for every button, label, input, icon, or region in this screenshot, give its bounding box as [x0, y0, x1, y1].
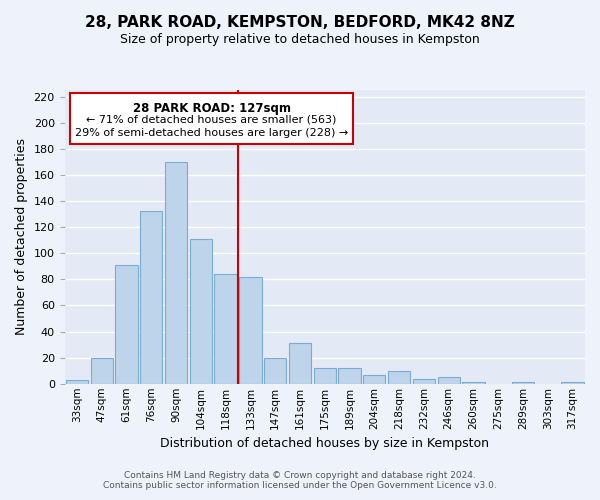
Text: 28 PARK ROAD: 127sqm: 28 PARK ROAD: 127sqm: [133, 102, 290, 115]
Bar: [512, 382, 534, 384]
Text: 29% of semi-detached houses are larger (228) →: 29% of semi-detached houses are larger (…: [75, 128, 348, 138]
FancyBboxPatch shape: [70, 93, 353, 144]
Bar: [289, 344, 311, 384]
Text: Contains HM Land Registry data © Crown copyright and database right 2024.: Contains HM Land Registry data © Crown c…: [124, 472, 476, 480]
Bar: [363, 374, 385, 384]
Text: Size of property relative to detached houses in Kempston: Size of property relative to detached ho…: [120, 32, 480, 46]
X-axis label: Distribution of detached houses by size in Kempston: Distribution of detached houses by size …: [160, 437, 489, 450]
Bar: [562, 382, 584, 384]
Y-axis label: Number of detached properties: Number of detached properties: [15, 138, 28, 336]
Bar: [264, 358, 286, 384]
Bar: [437, 377, 460, 384]
Bar: [91, 358, 113, 384]
Bar: [66, 380, 88, 384]
Text: 28, PARK ROAD, KEMPSTON, BEDFORD, MK42 8NZ: 28, PARK ROAD, KEMPSTON, BEDFORD, MK42 8…: [85, 15, 515, 30]
Bar: [314, 368, 336, 384]
Text: ← 71% of detached houses are smaller (563): ← 71% of detached houses are smaller (56…: [86, 115, 337, 125]
Bar: [140, 212, 163, 384]
Bar: [115, 265, 137, 384]
Bar: [165, 162, 187, 384]
Bar: [338, 368, 361, 384]
Bar: [190, 239, 212, 384]
Bar: [413, 378, 435, 384]
Bar: [214, 274, 237, 384]
Text: Contains public sector information licensed under the Open Government Licence v3: Contains public sector information licen…: [103, 482, 497, 490]
Bar: [463, 382, 485, 384]
Bar: [388, 370, 410, 384]
Bar: [239, 276, 262, 384]
